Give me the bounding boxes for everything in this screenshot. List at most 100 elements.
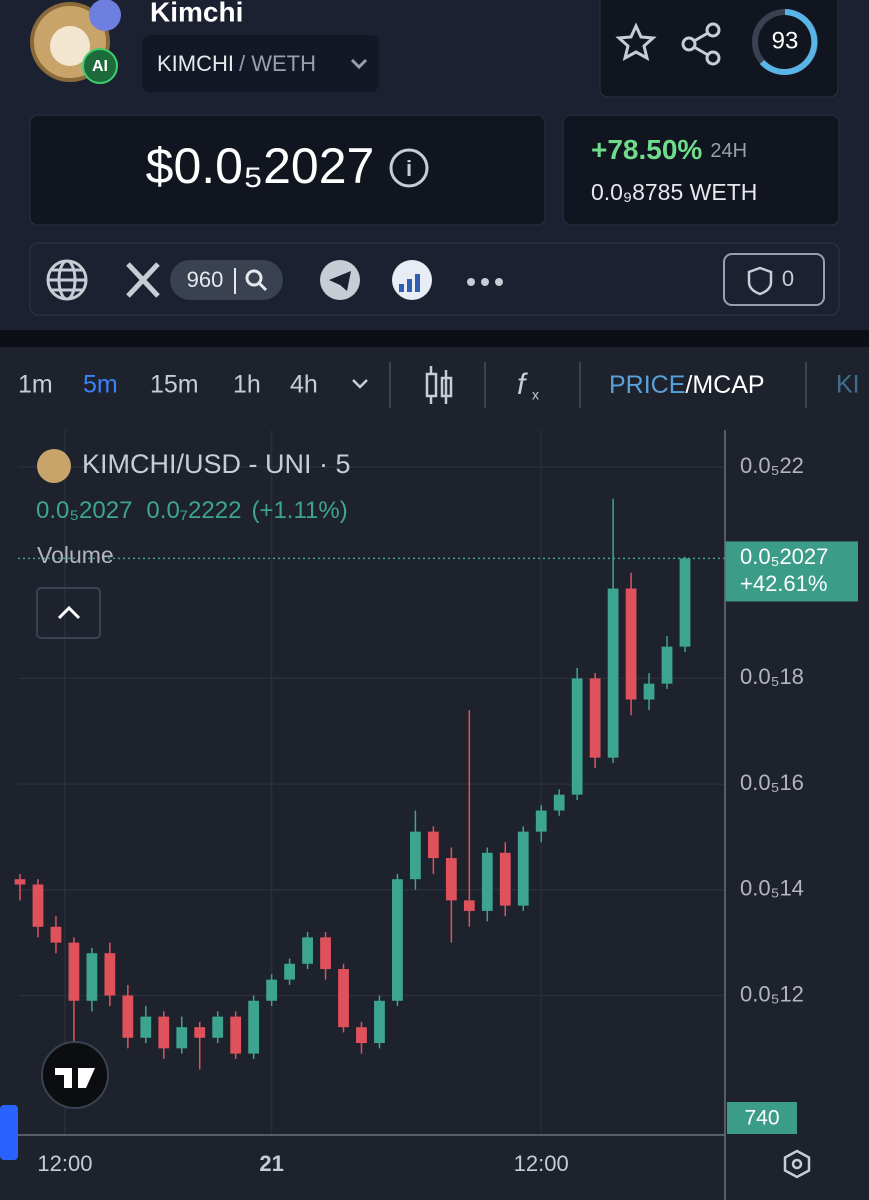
- candle-body: [158, 1016, 170, 1049]
- candle-body: [589, 678, 601, 758]
- candle-body: [356, 1027, 367, 1044]
- timeframe[interactable]: 1h: [233, 371, 261, 399]
- ohlc-legend: 0.0₅2027 0.0₇2222 (+1.11%): [36, 497, 348, 524]
- price-value: $0.0₅2027: [146, 138, 375, 194]
- candle-body: [445, 858, 457, 901]
- legend-change: 0.0₇2222: [146, 497, 241, 524]
- timeframes: 1m 5m 15m 1h 4h: [18, 371, 318, 399]
- token-name: Kimchi: [150, 0, 243, 27]
- candle-body: [517, 831, 529, 906]
- pair-dropdown[interactable]: [142, 35, 379, 92]
- candle-body: [320, 937, 331, 970]
- score: 93: [772, 27, 799, 54]
- change-card: [562, 114, 840, 226]
- indicators-sub: x: [532, 387, 539, 403]
- telegram-plane: [329, 271, 351, 291]
- candle-body: [338, 969, 349, 1028]
- candle-body: [427, 831, 439, 859]
- candle-type-button[interactable]: [425, 366, 453, 404]
- more-tab[interactable]: KI: [836, 371, 860, 399]
- x-tick-label: 21: [259, 1151, 283, 1176]
- info-icon[interactable]: [389, 148, 429, 188]
- candle-body: [212, 1016, 224, 1038]
- toolbar-dividers: [389, 362, 807, 408]
- chevron: [350, 58, 368, 70]
- candle-body: [284, 963, 295, 980]
- separator: [0, 330, 869, 347]
- candle-body: [104, 953, 116, 996]
- candle-body: [32, 884, 44, 927]
- x-followers: 960: [187, 267, 224, 292]
- last-price-label: 0.0₅2027: [740, 544, 828, 569]
- tv-logo[interactable]: [41, 1041, 109, 1109]
- candle-body: [481, 852, 493, 911]
- shield-icon: [747, 266, 773, 296]
- settings-button[interactable]: [783, 1149, 811, 1179]
- indicators-button[interactable]: f: [517, 368, 528, 401]
- axis-lines: [18, 430, 726, 1200]
- legend-change-pct: (+1.11%): [251, 497, 347, 524]
- price-mcap-toggle[interactable]: PRICE/MCAP: [609, 371, 765, 399]
- star-button[interactable]: [615, 22, 657, 61]
- candle-body: [86, 953, 98, 1001]
- price-change: +78.50% 24H: [591, 134, 747, 165]
- eth-badge: [89, 0, 121, 31]
- chart-bg: [0, 422, 869, 1200]
- pair-base: KIMCHI / WETH: [157, 51, 316, 76]
- last-price-badge: [725, 541, 858, 602]
- legend-price: 0.0₅2027: [36, 497, 132, 524]
- timeframe[interactable]: 1m: [18, 371, 53, 399]
- timeframe[interactable]: 4h: [290, 371, 318, 399]
- plot: 0.0₅12 0.0₅14 0.0₅16 0.0₅18 0.0₅22 12:00 21 12:…: [14, 430, 858, 1176]
- settings-dot: [791, 1158, 803, 1170]
- candle-body: [50, 926, 62, 943]
- score-arc: [759, 9, 818, 75]
- candle-body: [122, 995, 134, 1038]
- ai-badge-text: AI: [92, 58, 108, 75]
- side-tab[interactable]: [0, 1105, 18, 1160]
- x-icon[interactable]: [126, 262, 160, 298]
- y-tick-label: 0.0₅16: [740, 770, 804, 795]
- avatar-face: [50, 26, 90, 66]
- pair-base-text: KIMCHI: [157, 51, 234, 76]
- candle-body: [392, 879, 403, 1001]
- shield-count: 0: [782, 266, 794, 291]
- website-icon[interactable]: [46, 259, 88, 301]
- chart-site-bars: [399, 274, 420, 292]
- info-glyph: i: [406, 156, 412, 181]
- candle-body: [230, 1016, 242, 1054]
- timeframe[interactable]: 5m: [83, 371, 118, 399]
- change-period: 24H: [710, 140, 747, 162]
- candle-body: [661, 646, 673, 684]
- toolbar: [0, 347, 869, 422]
- candle-body: [194, 1027, 206, 1038]
- volume-axis-label: 740: [744, 1107, 779, 1130]
- legend-coin: [37, 449, 71, 483]
- price-toggle: PRICE: [609, 371, 685, 399]
- social-bar: [29, 242, 840, 316]
- price-change-text: +78.50%: [591, 134, 702, 165]
- volume-legend: Volume: [37, 542, 114, 568]
- timeframe-menu[interactable]: [352, 379, 368, 389]
- candle-body: [643, 683, 655, 700]
- collapse-button[interactable]: [36, 587, 101, 639]
- shield-button[interactable]: [723, 253, 825, 306]
- price-weth: 0.0₉8785 WETH: [591, 179, 757, 205]
- candle-body: [625, 588, 637, 700]
- price-card: [29, 114, 546, 226]
- mcap-toggle: /MCAP: [685, 371, 764, 399]
- more-icon[interactable]: [467, 278, 503, 286]
- y-tick-label: 0.0₅18: [740, 664, 804, 689]
- last-change-label: +42.61%: [740, 571, 827, 596]
- timeframe[interactable]: 15m: [150, 371, 199, 399]
- share-button[interactable]: [681, 22, 721, 66]
- candle-body: [14, 879, 26, 885]
- candle-body: [463, 900, 475, 911]
- x-tick-label: 12:00: [514, 1151, 569, 1176]
- candle-body: [176, 1027, 188, 1049]
- volume-axis-badge: [727, 1102, 797, 1134]
- candle-body: [679, 558, 691, 647]
- y-tick-label: 0.0₅22: [740, 453, 804, 478]
